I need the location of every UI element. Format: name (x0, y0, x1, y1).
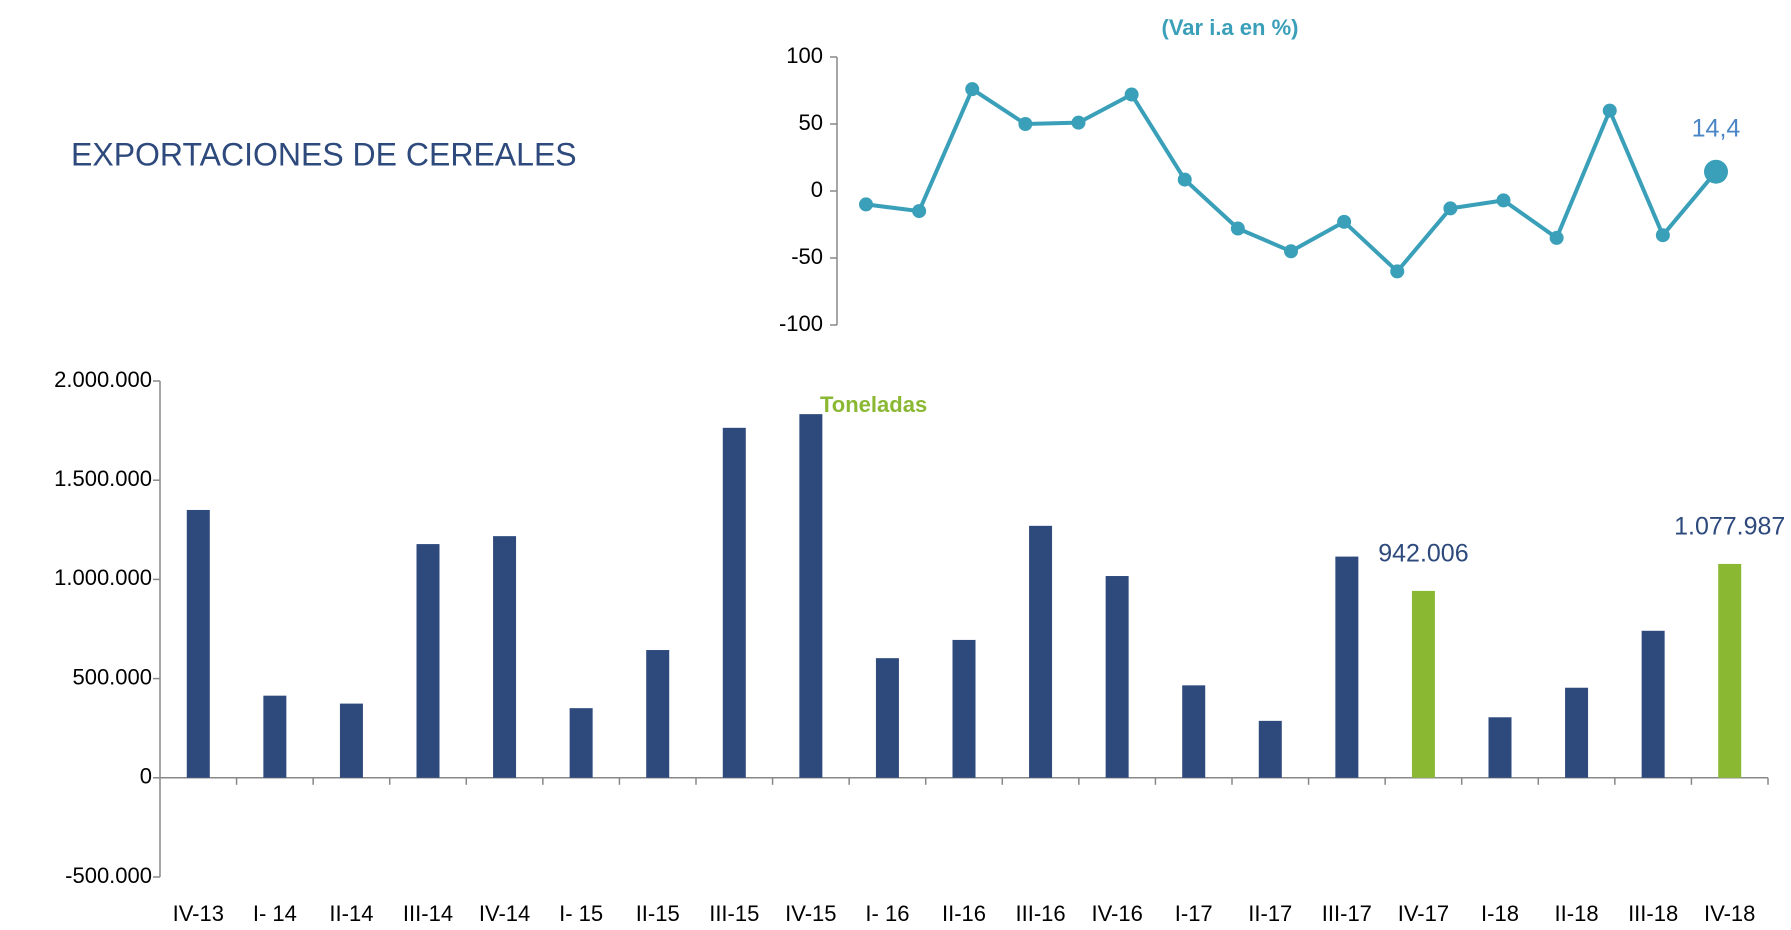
bar (1488, 717, 1512, 778)
x-tick-label: IV-18 (1704, 901, 1755, 926)
bar (952, 639, 976, 778)
value-label: 1.077.987 (1674, 513, 1785, 541)
point (1704, 159, 1728, 184)
bar (1105, 576, 1129, 778)
x-tick-label: IV-14 (479, 901, 530, 926)
point (1549, 230, 1564, 245)
y-tick-label: 1.500.000 (54, 466, 152, 491)
bar (646, 650, 670, 778)
x-tick-label: II-16 (942, 901, 986, 926)
x-tick-label: IV-16 (1091, 901, 1142, 926)
annotation: Toneladas (820, 392, 927, 417)
bar (1411, 590, 1435, 778)
x-tick-label: III-14 (403, 901, 453, 926)
y-tick-label: 50 (799, 110, 823, 135)
point (1230, 221, 1245, 236)
point (1443, 201, 1458, 216)
bar (263, 695, 287, 778)
y-tick-label: 0 (811, 177, 823, 202)
bar (493, 536, 517, 778)
x-tick-label: I- 16 (865, 901, 909, 926)
point (1284, 244, 1298, 259)
bar (1258, 720, 1282, 778)
y-tick-label: -50 (791, 244, 823, 269)
value-label: 14,4 (1692, 114, 1741, 142)
bar (339, 703, 363, 778)
y-tick-label: 2.000.000 (54, 367, 152, 392)
y-tick-label: -500.000 (65, 863, 152, 888)
line (865, 86, 1718, 275)
value-label: 942.006 (1378, 540, 1468, 568)
x-tick-label: IV-13 (173, 901, 224, 926)
bar (186, 509, 210, 778)
point (1124, 87, 1139, 102)
x-tick-label: III-17 (1322, 901, 1372, 926)
bar (1029, 525, 1053, 778)
x-tick-label: III-15 (709, 901, 759, 926)
x-tick-label: I- 15 (559, 901, 603, 926)
point (1337, 214, 1352, 229)
bar (569, 708, 593, 778)
point (1177, 172, 1192, 187)
x-tick-label: II-14 (329, 901, 373, 926)
x-tick-label: II-17 (1248, 901, 1292, 926)
bar (799, 414, 823, 778)
bar (1718, 563, 1742, 778)
y-tick-label: -100 (779, 311, 823, 336)
x-tick-label: II-18 (1555, 901, 1599, 926)
x-tick-label: I- 14 (253, 901, 297, 926)
point (859, 197, 873, 212)
point (1390, 264, 1405, 279)
point (912, 204, 927, 219)
x-tick-label: IV-17 (1398, 901, 1449, 926)
point (1655, 228, 1670, 243)
y-tick-label: 1.000.000 (54, 565, 152, 590)
x-tick-label: IV-15 (785, 901, 836, 926)
bar (416, 544, 440, 778)
point (1602, 103, 1617, 118)
x-tick-label: II-15 (636, 901, 680, 926)
bar (1641, 630, 1665, 778)
y-tick-label: 500.000 (72, 664, 152, 689)
bar (875, 658, 899, 778)
bar (1565, 687, 1589, 778)
bar (1182, 685, 1206, 778)
y-tick-label: 100 (786, 43, 823, 68)
chart-title: EXPORTACIONES DE CEREALES (71, 136, 577, 172)
x-tick-label: III-16 (1016, 901, 1066, 926)
point (965, 82, 980, 97)
y-tick-label: 0 (140, 764, 152, 789)
bar (1335, 556, 1359, 778)
x-tick-label: I-17 (1175, 901, 1213, 926)
x-tick-label: I-18 (1481, 901, 1519, 926)
point (1018, 117, 1033, 131)
line-title: (Var i.a en %) (1162, 15, 1299, 40)
x-tick-label: III-18 (1628, 901, 1678, 926)
point (1496, 193, 1511, 208)
point (1071, 115, 1086, 130)
bar (722, 427, 746, 778)
